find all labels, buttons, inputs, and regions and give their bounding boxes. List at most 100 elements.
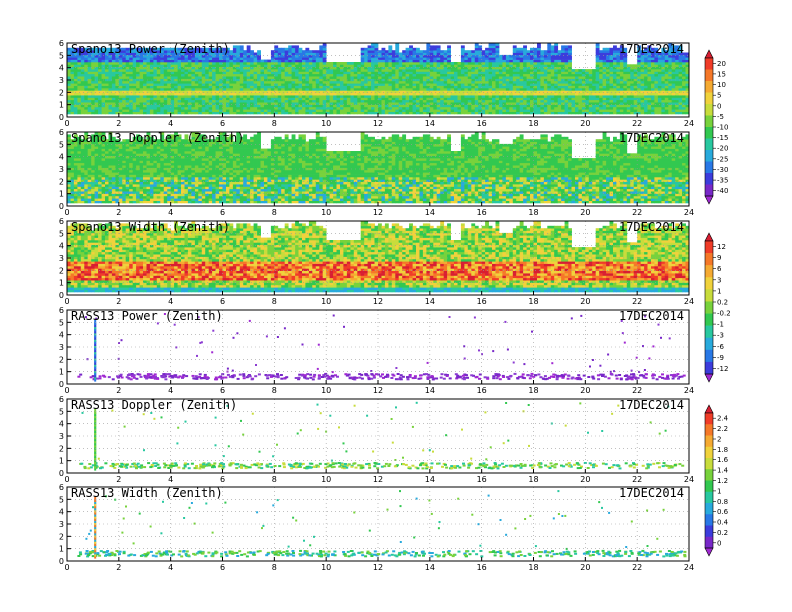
heatmap-cell	[308, 90, 313, 93]
heatmap-cell	[305, 62, 310, 65]
heatmap-cell	[132, 85, 137, 89]
heatmap-cell	[381, 66, 386, 70]
heatmap-cell	[156, 80, 161, 84]
heatmap-cell	[391, 62, 396, 65]
heatmap-cell	[436, 99, 441, 103]
heatmap-cell	[485, 64, 489, 67]
heatmap-cell	[564, 85, 569, 89]
heatmap-cell	[277, 97, 282, 101]
heatmap-cell	[519, 64, 524, 67]
heatmap-cell	[125, 54, 130, 58]
heatmap-cell	[177, 109, 182, 112]
heatmap-cell	[668, 52, 673, 56]
heatmap-cell	[471, 54, 476, 58]
heatmap-cell	[91, 97, 96, 101]
heatmap-cell	[492, 104, 496, 108]
heatmap-cell	[588, 90, 593, 93]
heatmap-cell	[274, 92, 279, 96]
heatmap-cell	[298, 66, 303, 70]
heatmap-cell	[364, 57, 369, 60]
heatmap-cell	[585, 80, 590, 84]
heatmap-cell	[550, 80, 555, 84]
heatmap-cell	[412, 106, 417, 110]
heatmap-cell	[122, 99, 127, 103]
heatmap-cell	[129, 59, 134, 63]
heatmap-cell	[229, 88, 234, 91]
heatmap-cell	[215, 54, 220, 58]
heatmap-cell	[654, 97, 659, 101]
heatmap-cell	[91, 59, 96, 63]
heatmap-cell	[167, 52, 172, 56]
heatmap-cell	[94, 88, 99, 91]
heatmap-cell	[70, 155, 75, 159]
heatmap-cell	[77, 73, 82, 77]
heatmap-cell	[668, 59, 673, 63]
heatmap-cell	[616, 71, 621, 75]
heatmap-cell	[509, 109, 514, 112]
heatmap-cell	[419, 88, 424, 91]
heatmap-cell	[73, 111, 78, 115]
heatmap-cell	[502, 83, 507, 86]
heatmap-cell	[80, 59, 85, 63]
heatmap-cell	[84, 104, 89, 108]
heatmap-cell	[378, 99, 382, 103]
heatmap-cell	[357, 102, 362, 105]
heatmap-cell	[647, 52, 652, 56]
heatmap-cell	[367, 69, 372, 72]
heatmap-cell	[505, 80, 510, 84]
heatmap-cell	[447, 97, 451, 101]
heatmap-cell	[644, 111, 648, 115]
heatmap-cell	[291, 92, 296, 96]
heatmap-cell	[609, 97, 614, 101]
heatmap-cell	[429, 106, 434, 110]
heatmap-cell	[626, 85, 631, 89]
heatmap-cell	[505, 102, 510, 105]
heatmap-cell	[454, 80, 458, 84]
heatmap-cell	[67, 174, 71, 178]
heatmap-cell	[232, 88, 237, 91]
heatmap-cell	[177, 95, 182, 98]
heatmap-cell	[315, 52, 320, 56]
heatmap-cell	[485, 52, 489, 56]
heatmap-cell	[568, 47, 572, 51]
heatmap-cell	[547, 45, 552, 49]
heatmap-cell	[498, 54, 503, 58]
heatmap-cell	[153, 80, 158, 84]
heatmap-cell	[384, 92, 389, 96]
heatmap-cell	[277, 62, 282, 65]
heatmap-cell	[630, 83, 635, 86]
heatmap-cell	[547, 50, 552, 53]
heatmap-cell	[277, 104, 282, 108]
heatmap-cell	[270, 59, 275, 63]
heatmap-cell	[592, 69, 597, 72]
heatmap-cell	[595, 71, 600, 75]
heatmap-cell	[174, 111, 178, 115]
heatmap-cell	[678, 88, 683, 91]
heatmap-cell	[668, 109, 673, 112]
heatmap-cell	[429, 109, 434, 112]
heatmap-cell	[440, 59, 445, 63]
heatmap-cell	[402, 83, 407, 86]
heatmap-cell	[457, 62, 462, 65]
heatmap-cell	[561, 71, 565, 75]
heatmap-cell	[647, 90, 652, 93]
heatmap-cell	[187, 104, 192, 108]
heatmap-cell	[205, 83, 210, 86]
heatmap-cell	[664, 95, 669, 98]
heatmap-cell	[357, 95, 362, 98]
heatmap-cell	[554, 62, 559, 65]
heatmap-cell	[353, 109, 358, 112]
heatmap-cell	[360, 57, 365, 60]
heatmap-cell	[139, 66, 144, 70]
heatmap-cell	[664, 90, 669, 93]
heatmap-cell	[329, 71, 334, 75]
heatmap-cell	[118, 66, 123, 70]
heatmap-cell	[481, 69, 486, 72]
x-tick-label: 6	[220, 119, 225, 128]
heatmap-cell	[440, 80, 445, 84]
heatmap-cell	[364, 47, 369, 51]
heatmap-cell	[250, 99, 254, 103]
heatmap-cell	[384, 88, 389, 91]
heatmap-cell	[381, 111, 386, 115]
heatmap-cell	[575, 85, 579, 89]
